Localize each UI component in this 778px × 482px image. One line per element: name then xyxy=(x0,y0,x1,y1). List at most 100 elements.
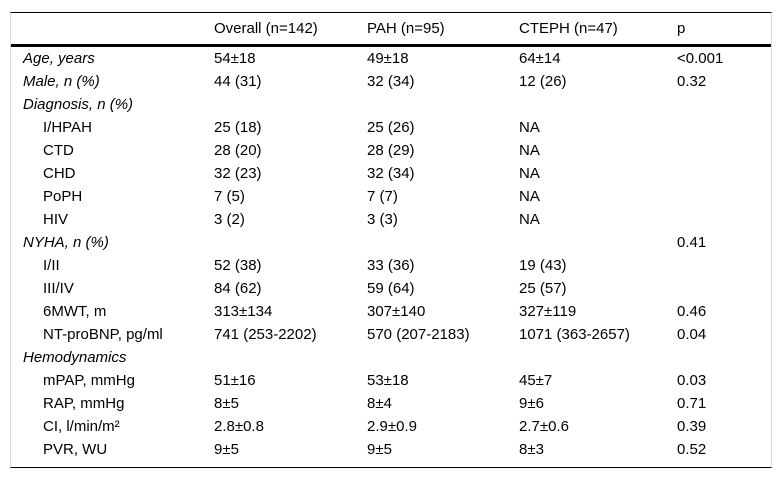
table-cell xyxy=(519,93,677,116)
row-label: Diagnosis, n (%) xyxy=(23,96,134,113)
table-row: 6MWT, m 313±134 307±140 327±119 0.46 xyxy=(11,300,771,323)
table-cell: <0.001 xyxy=(677,50,724,67)
row-label: NT-proBNP, pg/ml xyxy=(43,326,163,343)
table-header: Overall (n=142) PAH (n=95) CTEPH (n=47) p xyxy=(11,13,771,47)
table-cell: 19 (43) xyxy=(519,257,567,274)
table-row: I/II 52 (38) 33 (36) 19 (43) xyxy=(11,254,771,277)
table-row: PVR, WU 9±5 9±5 8±3 0.52 xyxy=(11,438,771,461)
row-label: CTD xyxy=(43,142,74,159)
table-cell xyxy=(677,139,771,162)
table-cell xyxy=(367,93,519,116)
table-cell xyxy=(214,346,367,369)
table-row: CI, l/min/m² 2.8±0.8 2.9±0.9 2.7±0.6 0.39 xyxy=(11,415,771,438)
table-cell: 44 (31) xyxy=(214,73,262,90)
row-label: I/HPAH xyxy=(43,119,92,136)
table-cell: 0.32 xyxy=(677,73,707,90)
table-cell xyxy=(677,93,771,116)
table-cell: 28 (20) xyxy=(214,142,262,159)
table-cell xyxy=(214,231,367,254)
table-cell: 33 (36) xyxy=(367,257,415,274)
column-header: Overall (n=142) xyxy=(214,13,367,47)
table-cell: 327±119 xyxy=(519,303,577,320)
table-cell: 3 (2) xyxy=(214,211,245,228)
table-cell xyxy=(677,208,771,231)
table-cell: 3 (3) xyxy=(367,211,398,228)
table-cell xyxy=(677,185,771,208)
table-cell: 570 (207-2183) xyxy=(367,326,470,343)
table-cell: 0.46 xyxy=(677,303,707,320)
table-cell: 53±18 xyxy=(367,372,409,389)
table-cell: 25 (57) xyxy=(519,280,567,297)
table-cell xyxy=(367,231,519,254)
table-cell: 7 (5) xyxy=(214,188,245,205)
table-row: Male, n (%) 44 (31) 32 (34) 12 (26) 0.32 xyxy=(11,70,771,93)
table-cell: 8±3 xyxy=(519,441,544,458)
table-cell: 7 (7) xyxy=(367,188,398,205)
table-cell: 25 (26) xyxy=(367,119,415,136)
row-label: Hemodynamics xyxy=(23,349,127,366)
table-row: HIV 3 (2) 3 (3) NA xyxy=(11,208,771,231)
table-cell: 51±16 xyxy=(214,372,256,389)
table-cell xyxy=(214,93,367,116)
table-cell: 313±134 xyxy=(214,303,273,320)
row-label: Male, n (%) xyxy=(23,73,100,90)
table-cell: 54±18 xyxy=(214,50,256,67)
table-cell: 0.03 xyxy=(677,372,707,389)
table-row: Hemodynamics xyxy=(11,346,771,369)
table-cell: NA xyxy=(519,119,540,136)
row-label: RAP, mmHg xyxy=(43,395,125,412)
table-cell: 52 (38) xyxy=(214,257,262,274)
table-cell: 2.9±0.9 xyxy=(367,418,417,435)
row-label: PoPH xyxy=(43,188,83,205)
table-cell xyxy=(367,346,519,369)
table-cell: 32 (34) xyxy=(367,73,415,90)
table-cell: 84 (62) xyxy=(214,280,262,297)
results-table: Overall (n=142) PAH (n=95) CTEPH (n=47) p A… xyxy=(11,13,771,461)
row-label: NYHA, n (%) xyxy=(23,234,109,251)
table-row: CHD 32 (23) 32 (34) NA xyxy=(11,162,771,185)
table-cell: 59 (64) xyxy=(367,280,415,297)
table-row: Age, years 54±18 49±18 64±14 <0.001 xyxy=(11,46,771,71)
table-cell: 2.8±0.8 xyxy=(214,418,264,435)
table-cell: 25 (18) xyxy=(214,119,262,136)
row-label: CHD xyxy=(43,165,76,182)
table-cell: NA xyxy=(519,188,540,205)
row-label: mPAP, mmHg xyxy=(43,372,135,389)
table-cell: 8±4 xyxy=(367,395,392,412)
column-header xyxy=(11,13,214,47)
table-row: NT-proBNP, pg/ml 741 (253-2202) 570 (207-2… xyxy=(11,323,771,346)
table-cell: 32 (34) xyxy=(367,165,415,182)
column-header: CTEPH (n=47) xyxy=(519,13,677,47)
table-row: PoPH 7 (5) 7 (7) NA xyxy=(11,185,771,208)
table-cell: 9±5 xyxy=(367,441,392,458)
column-header: PAH (n=95) xyxy=(367,13,519,47)
row-label: CI, l/min/m² xyxy=(43,418,120,435)
table-cell: NA xyxy=(519,211,540,228)
table-cell: 0.04 xyxy=(677,326,707,343)
table-cell: 0.52 xyxy=(677,441,707,458)
table-cell xyxy=(677,346,771,369)
table-cell: 32 (23) xyxy=(214,165,262,182)
table-cell: 0.39 xyxy=(677,418,707,435)
table-cell: 64±14 xyxy=(519,50,561,67)
table-cell: 12 (26) xyxy=(519,73,567,90)
table-cell: 2.7±0.6 xyxy=(519,418,569,435)
table-row: NYHA, n (%) 0.41 xyxy=(11,231,771,254)
results-table-frame: Overall (n=142) PAH (n=95) CTEPH (n=47) p A… xyxy=(10,12,772,468)
table-cell xyxy=(677,116,771,139)
table-cell: 28 (29) xyxy=(367,142,415,159)
row-label: III/IV xyxy=(43,280,74,297)
table-cell: 1071 (363-2657) xyxy=(519,326,630,343)
table-row: III/IV 84 (62) 59 (64) 25 (57) xyxy=(11,277,771,300)
table-header-row: Overall (n=142) PAH (n=95) CTEPH (n=47) p xyxy=(11,13,771,47)
table-row: Diagnosis, n (%) xyxy=(11,93,771,116)
table-cell xyxy=(519,231,677,254)
row-label: I/II xyxy=(43,257,60,274)
table-body: Age, years 54±18 49±18 64±14 <0.001 Male, n (… xyxy=(11,46,771,462)
table-cell: 9±6 xyxy=(519,395,544,412)
table-cell: 9±5 xyxy=(214,441,239,458)
row-label: Age, years xyxy=(23,50,95,67)
table-cell xyxy=(677,277,771,300)
table-cell: 307±140 xyxy=(367,303,426,320)
